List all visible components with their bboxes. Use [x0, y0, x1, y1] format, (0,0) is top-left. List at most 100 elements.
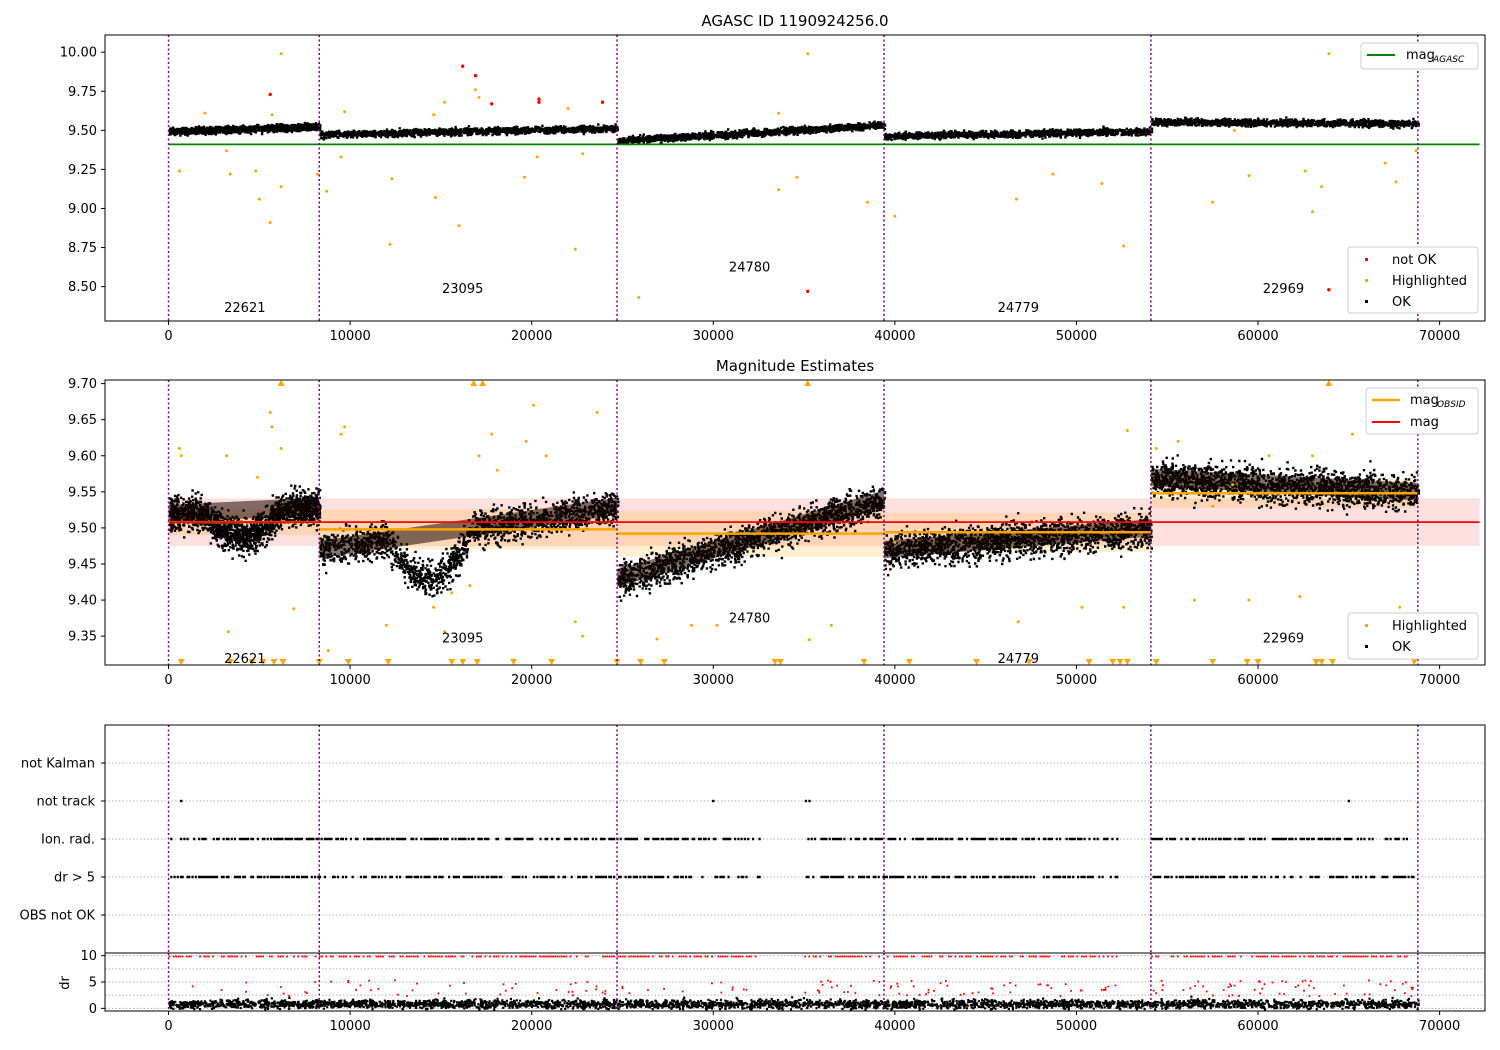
below-range-marker [548, 659, 556, 665]
x-tick-label: 10000 [329, 329, 370, 344]
highlighted-point [326, 649, 330, 653]
highlighted-point [1231, 483, 1235, 487]
below-range-marker [1410, 659, 1418, 665]
x-tick-label: 60000 [1237, 1019, 1278, 1034]
not-ok-point [461, 64, 465, 68]
legend-label: not OK [1392, 253, 1437, 268]
below-range-marker [1312, 659, 1320, 665]
x-tick-label: 70000 [1419, 1019, 1460, 1034]
highlighted-point [1327, 52, 1331, 56]
above-range-marker [470, 380, 478, 386]
panel4-data [168, 955, 1420, 1011]
highlighted-point [1232, 128, 1236, 132]
segment-core [883, 519, 1151, 559]
panel3-obs-boundaries [167, 725, 1419, 953]
highlighted-point [1016, 620, 1020, 624]
highlighted-point [637, 296, 641, 300]
legend-label: OK [1392, 640, 1411, 655]
highlighted-point [1051, 172, 1055, 176]
highlighted-point [339, 155, 343, 159]
y-tick-label: 9.45 [68, 557, 97, 572]
y-tick-label: 9.50 [68, 521, 97, 536]
dr-high-points [168, 955, 1414, 997]
highlighted-point [279, 52, 283, 56]
legend-label: Highlighted [1392, 619, 1467, 634]
not-track-point [804, 799, 808, 803]
panel2-legend-top: mag OBSID mag [1365, 387, 1479, 435]
below-range-marker [860, 659, 868, 665]
highlighted-point [581, 634, 585, 638]
highlighted-point [1122, 244, 1126, 248]
highlighted-point [573, 247, 577, 251]
x-tick-label: 20000 [511, 673, 552, 688]
highlighted-point [477, 454, 481, 458]
panel3-data [170, 799, 1415, 879]
panel4-grid [105, 955, 1485, 1009]
y-tick-label: 9.55 [68, 485, 97, 500]
legend-marker-ok [1365, 645, 1368, 648]
highlighted-point [443, 630, 447, 634]
above-range-marker [277, 380, 285, 386]
panel2-legend-bottom: Highlighted OK [1347, 612, 1479, 660]
panel1-legend-top: mag AGASC [1360, 42, 1479, 70]
highlighted-point [1247, 174, 1251, 178]
ok-points [884, 125, 1154, 142]
highlighted-point [339, 432, 343, 436]
legend-subscript: OBSID [1437, 400, 1466, 410]
highlighted-point [829, 623, 833, 627]
y-tick-label: 9.65 [68, 413, 97, 428]
highlighted-point [268, 410, 272, 414]
below-range-marker [510, 659, 518, 665]
x-tick-label: 50000 [1056, 329, 1097, 344]
legend-label-mag: mag [1410, 415, 1439, 430]
dr-gt-5-points [170, 875, 1415, 879]
x-tick-label: 30000 [693, 1019, 734, 1034]
highlighted-point [1414, 149, 1418, 153]
y-tick-label: 9.40 [68, 594, 97, 609]
highlighted-point [443, 100, 447, 104]
highlighted-point [566, 106, 570, 110]
y-tick-label: 8.50 [68, 280, 97, 295]
below-range-marker [473, 659, 481, 665]
below-range-marker [459, 659, 467, 665]
panel-flags: not Kalman not track Ion. rad. dr > 5 OB… [20, 724, 1486, 954]
obsid-label: 22969 [1263, 282, 1304, 297]
highlighted-point [808, 638, 812, 642]
highlighted-point [256, 475, 260, 479]
obsid-label: 24780 [729, 260, 770, 275]
below-range-marker [771, 659, 779, 665]
panel-agasc-magnitude: AGASC ID 1190924256.0 10.00 9.75 9.50 9.25 9… [60, 12, 1486, 344]
highlighted-point [522, 175, 526, 179]
x-tick-label: 70000 [1419, 329, 1460, 344]
panel-dr: 0 5 10 dr 0 10000 20000 30000 40000 50000 60000 7… [58, 949, 1486, 1034]
below-range-marker [270, 659, 278, 665]
panel2-title: Magnitude Estimates [716, 357, 874, 375]
highlighted-point [535, 155, 539, 159]
ok-points [319, 123, 619, 141]
highlighted-point [1125, 429, 1129, 433]
y-tick-label: 10.00 [60, 46, 97, 61]
not-ok-point [600, 100, 605, 104]
x-tick-label: 10000 [329, 1019, 370, 1034]
x-tick-label: 40000 [874, 1019, 915, 1034]
highlighted-point [315, 172, 319, 176]
category-label: not Kalman [21, 757, 95, 772]
panel2-x-axis: 0 10000 20000 30000 40000 50000 60000 70000 [164, 665, 1460, 688]
below-range-marker [973, 659, 981, 665]
x-tick-label: 20000 [511, 1019, 552, 1034]
panel1-data [168, 52, 1480, 300]
x-tick-label: 50000 [1056, 673, 1097, 688]
below-range-marker [776, 659, 784, 665]
obsid-label: 24779 [998, 652, 1039, 667]
highlighted-point [473, 88, 477, 92]
highlighted-point [795, 175, 799, 179]
below-range-marker [1123, 659, 1131, 665]
below-range-marker [637, 659, 645, 665]
below-range-marker [248, 659, 256, 665]
below-range-marker [177, 659, 185, 665]
dr-points [168, 995, 1420, 1011]
legend-label: Highlighted [1392, 274, 1467, 289]
highlighted-point [325, 189, 329, 193]
x-tick-label: 70000 [1419, 673, 1460, 688]
highlighted-point [1211, 200, 1215, 204]
